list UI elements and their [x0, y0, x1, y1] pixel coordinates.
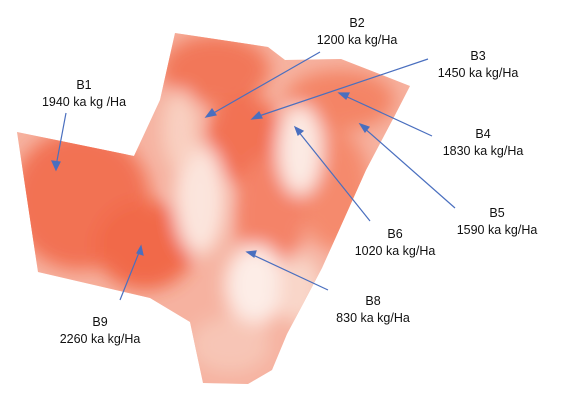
- label-b8: B8 830 ka kg/Ha: [336, 293, 410, 327]
- label-b4: B4 1830 ka kg/Ha: [443, 126, 524, 160]
- label-b2: B2 1200 ka kg/Ha: [317, 15, 398, 49]
- arrow-b4: [337, 92, 433, 137]
- label-b6: B6 1020 ka kg/Ha: [355, 226, 436, 260]
- block-id-b4: B4: [475, 127, 491, 141]
- block-id-b8: B8: [365, 294, 381, 308]
- block-value-b3: 1450 ka kg/Ha: [437, 66, 519, 80]
- block-id-b9: B9: [92, 315, 108, 329]
- label-b5: B5 1590 ka kg/Ha: [457, 205, 538, 239]
- block-value-b5: 1590 ka kg/Ha: [456, 223, 538, 237]
- label-b3: B3 1450 ka kg/Ha: [438, 48, 519, 82]
- arrow-b1: [51, 112, 67, 172]
- block-value-b2: 1200 ka kg/Ha: [316, 33, 398, 47]
- arrow-b3: [250, 58, 429, 120]
- arrow-b5: [358, 122, 456, 209]
- block-value-b6: 1020 ka kg/Ha: [354, 244, 436, 258]
- block-value-b1: 1940 ka kg /Ha: [41, 95, 127, 109]
- block-id-b3: B3: [470, 49, 486, 63]
- block-id-b1: B1: [76, 78, 92, 92]
- block-value-b8: 830 ka kg/Ha: [336, 311, 410, 325]
- arrow-b8: [245, 250, 329, 291]
- arrow-b6: [293, 125, 371, 222]
- label-b9: B9 2260 ka kg/Ha: [60, 314, 141, 348]
- block-id-b5: B5: [489, 206, 505, 220]
- block-value-b9: 2260 ka kg/Ha: [59, 332, 141, 346]
- block-value-b4: 1830 ka kg/Ha: [442, 144, 524, 158]
- arrow-b2: [204, 51, 321, 118]
- arrow-b9: [119, 244, 144, 301]
- label-b1: B1 1940 ka kg /Ha: [42, 77, 126, 111]
- leader-arrows: [51, 51, 456, 301]
- block-id-b2: B2: [349, 16, 365, 30]
- block-id-b6: B6: [387, 227, 403, 241]
